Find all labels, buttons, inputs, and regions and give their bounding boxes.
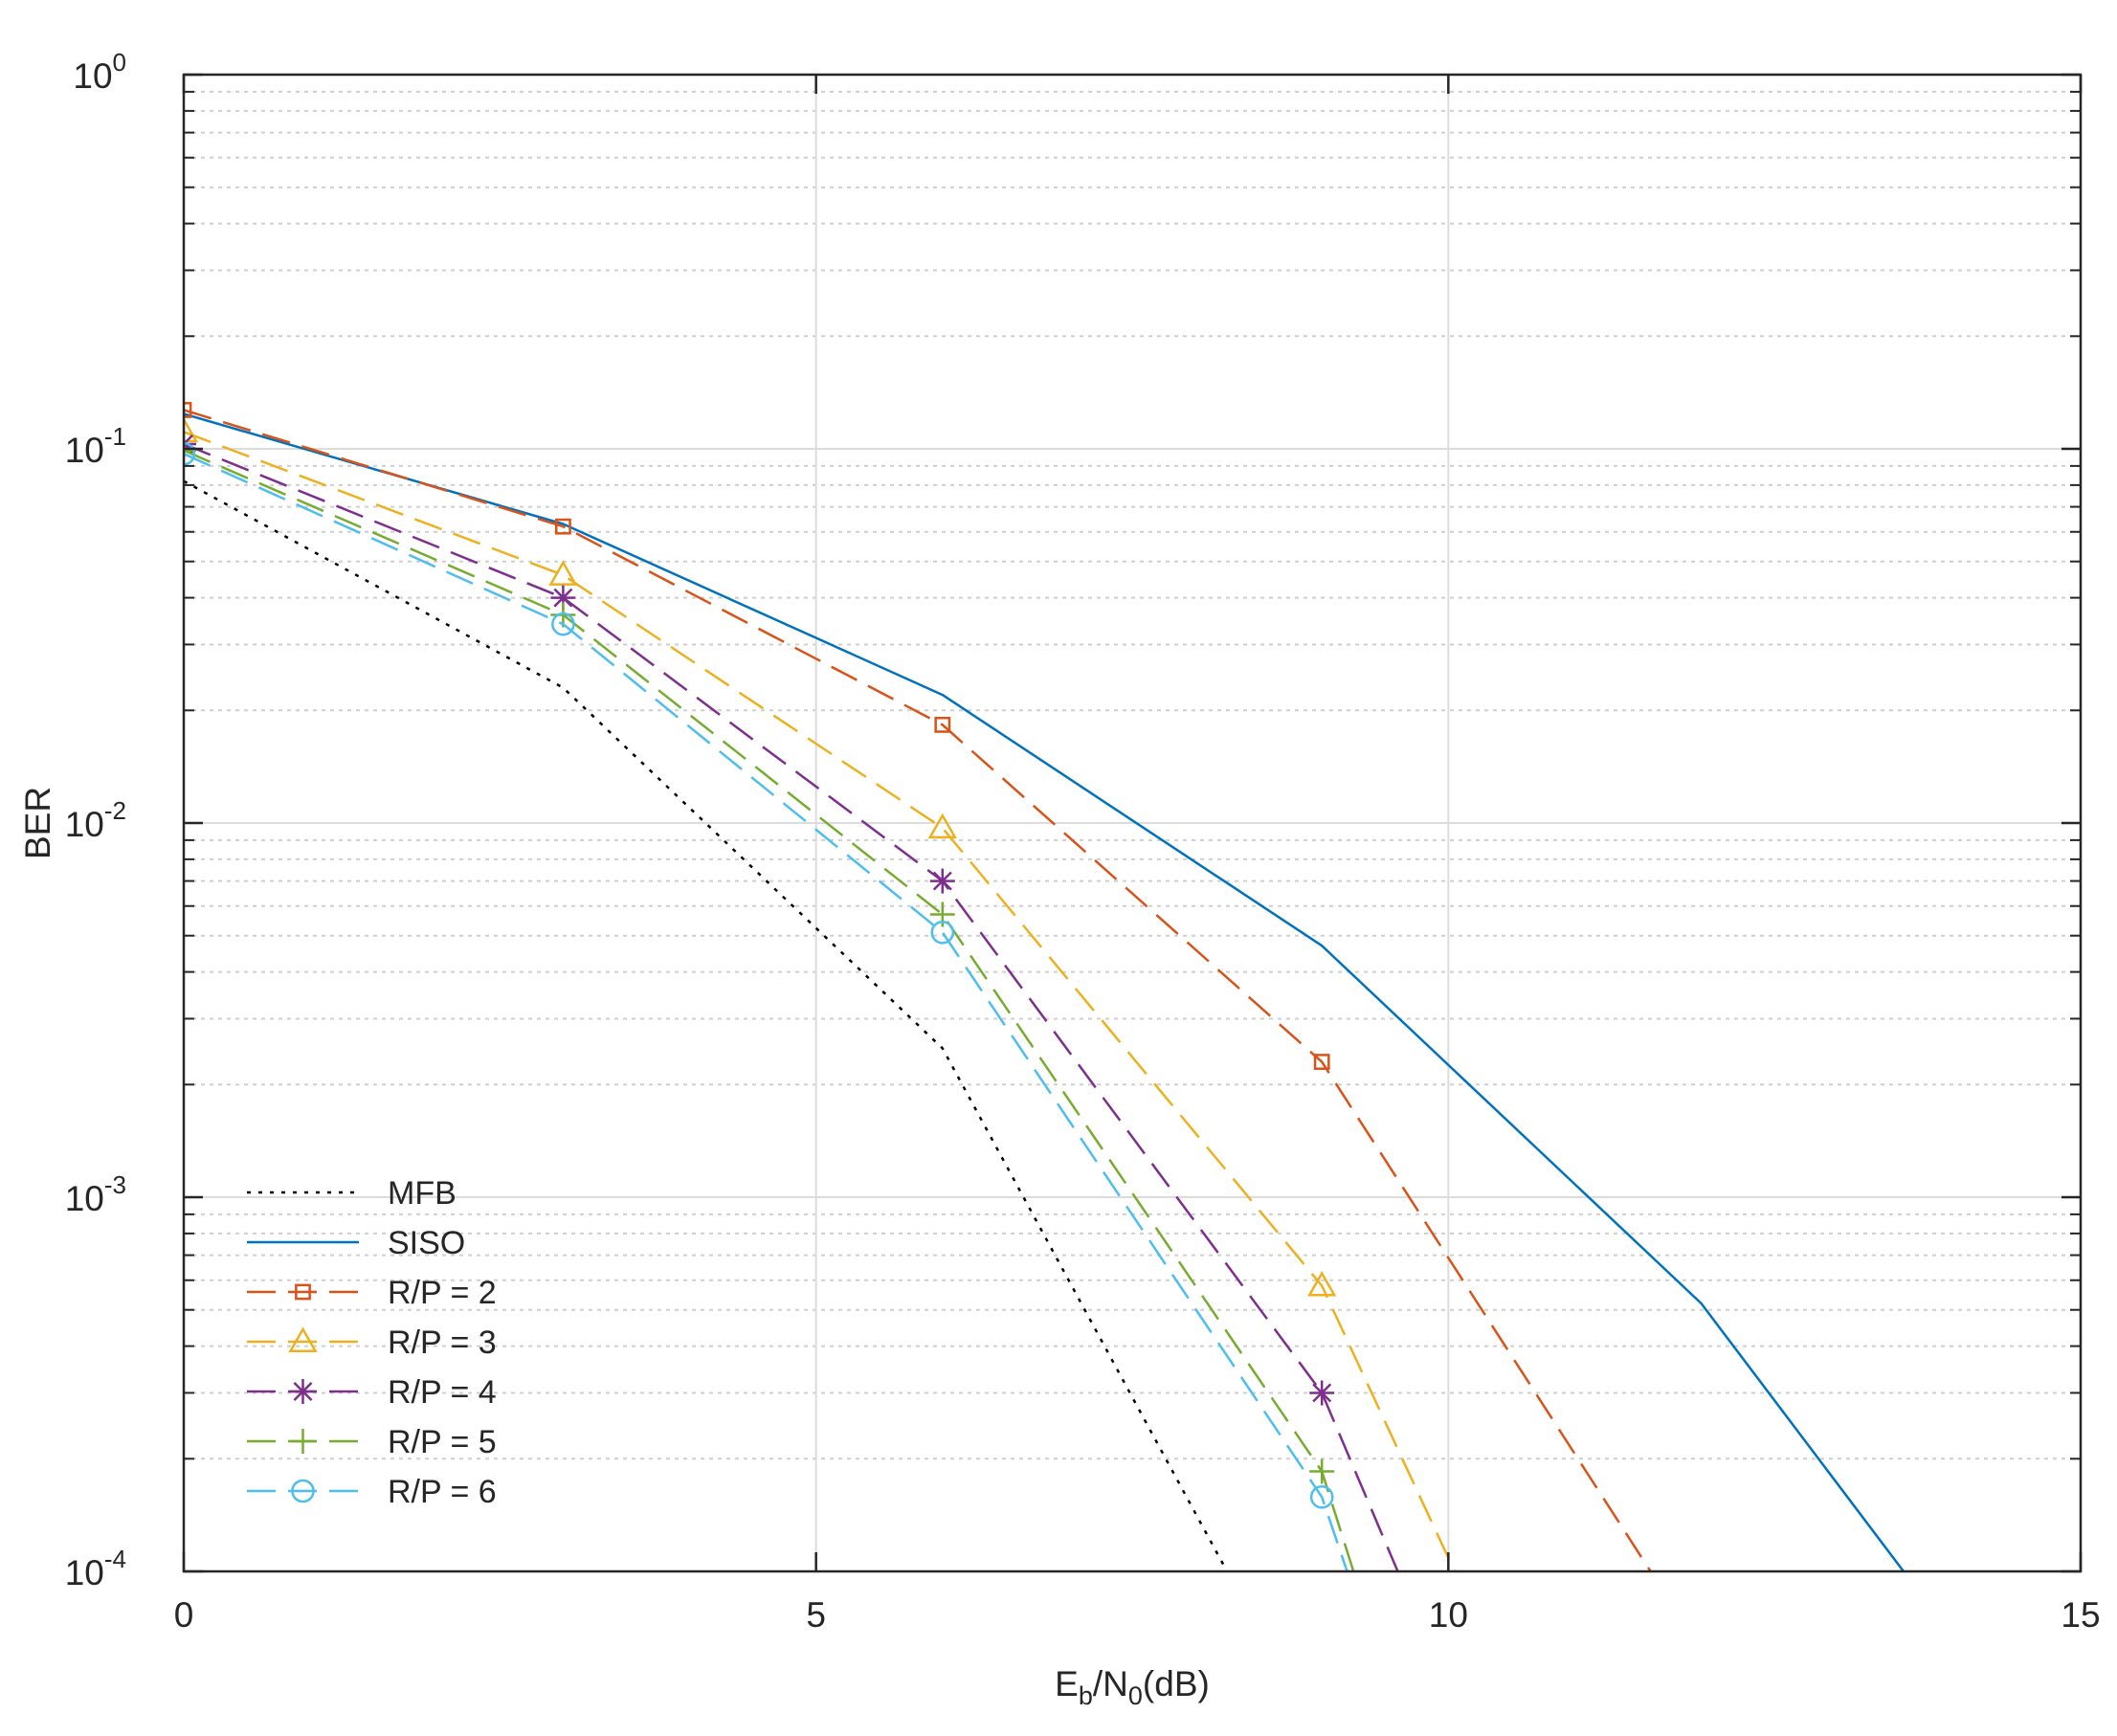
data-point (184, 441, 196, 466)
x-tick-label: 15 (2061, 1595, 2100, 1635)
data-point (929, 868, 955, 894)
legend: MFB SISO R/P = 2 R/P = 3 R/P = 4 R/P = 5 R/P =… (247, 1175, 497, 1510)
data-point (1309, 1458, 1335, 1484)
legend-label: R/P = 2 (388, 1275, 497, 1311)
data-point (551, 612, 575, 636)
legend-item-rp5: R/P = 5 (247, 1424, 497, 1460)
legend-item-mfb: MFB (247, 1175, 457, 1212)
x-axis-label: Eb/N0(dB) (1055, 1664, 1210, 1710)
data-point (934, 716, 951, 733)
series-rp5 (184, 437, 1355, 1571)
data-point (930, 921, 955, 945)
data-point (290, 1429, 316, 1454)
y-tick-label: 10-3 (65, 1170, 126, 1218)
legend-label: MFB (388, 1175, 457, 1212)
data-point (288, 1326, 318, 1352)
y-tick-label: 10-4 (65, 1545, 126, 1592)
series-line-mfb (184, 479, 1229, 1571)
legend-item-rp3: R/P = 3 (247, 1324, 497, 1361)
data-point (927, 812, 957, 839)
series-rp3 (184, 416, 1457, 1571)
data-point (290, 1379, 316, 1404)
series-mfb (184, 479, 1229, 1571)
legend-item-siso: SISO (247, 1225, 465, 1261)
series-line-siso (184, 412, 1905, 1571)
y-tick-label: 10-2 (65, 796, 126, 844)
series-rp4 (184, 431, 1399, 1571)
data-point (1313, 1054, 1330, 1070)
y-tick-label: 10-1 (65, 422, 126, 470)
x-tick-label: 0 (174, 1595, 194, 1635)
y-axis-label: BER (18, 787, 57, 859)
legend-item-rp2: R/P = 2 (247, 1275, 497, 1311)
legend-label: R/P = 3 (388, 1324, 497, 1361)
data-point (555, 518, 571, 535)
data-point (184, 416, 199, 443)
data-point (550, 585, 576, 611)
data-point (291, 1479, 315, 1503)
x-tick-label: 5 (806, 1595, 826, 1635)
legend-label: R/P = 6 (388, 1474, 497, 1510)
series-rp6 (184, 441, 1348, 1571)
series-line-rp6 (184, 453, 1348, 1571)
tick-layer: 100 10-1 10-2 10-3 10-4 0 5 10 15 (65, 48, 2101, 1635)
legend-item-rp6: R/P = 6 (247, 1474, 497, 1510)
data-point (184, 437, 196, 463)
series-line-rp5 (184, 449, 1355, 1571)
data-point (295, 1283, 311, 1301)
series-siso (184, 412, 1905, 1571)
label-layer: BER Eb/N0(dB) (18, 787, 1210, 1710)
data-point (548, 560, 578, 586)
y-tick-label: 100 (73, 48, 126, 96)
series-line-rp2 (184, 409, 1652, 1571)
data-point (1309, 1380, 1335, 1406)
data-point (1309, 1485, 1334, 1509)
legend-label: R/P = 4 (388, 1374, 497, 1411)
x-tick-label: 10 (1429, 1595, 1468, 1635)
legend-label: SISO (388, 1225, 465, 1261)
legend-item-rp4: R/P = 4 (247, 1374, 497, 1411)
data-point (1307, 1270, 1337, 1297)
legend-label: R/P = 5 (388, 1424, 497, 1460)
series-line-rp3 (184, 431, 1457, 1571)
